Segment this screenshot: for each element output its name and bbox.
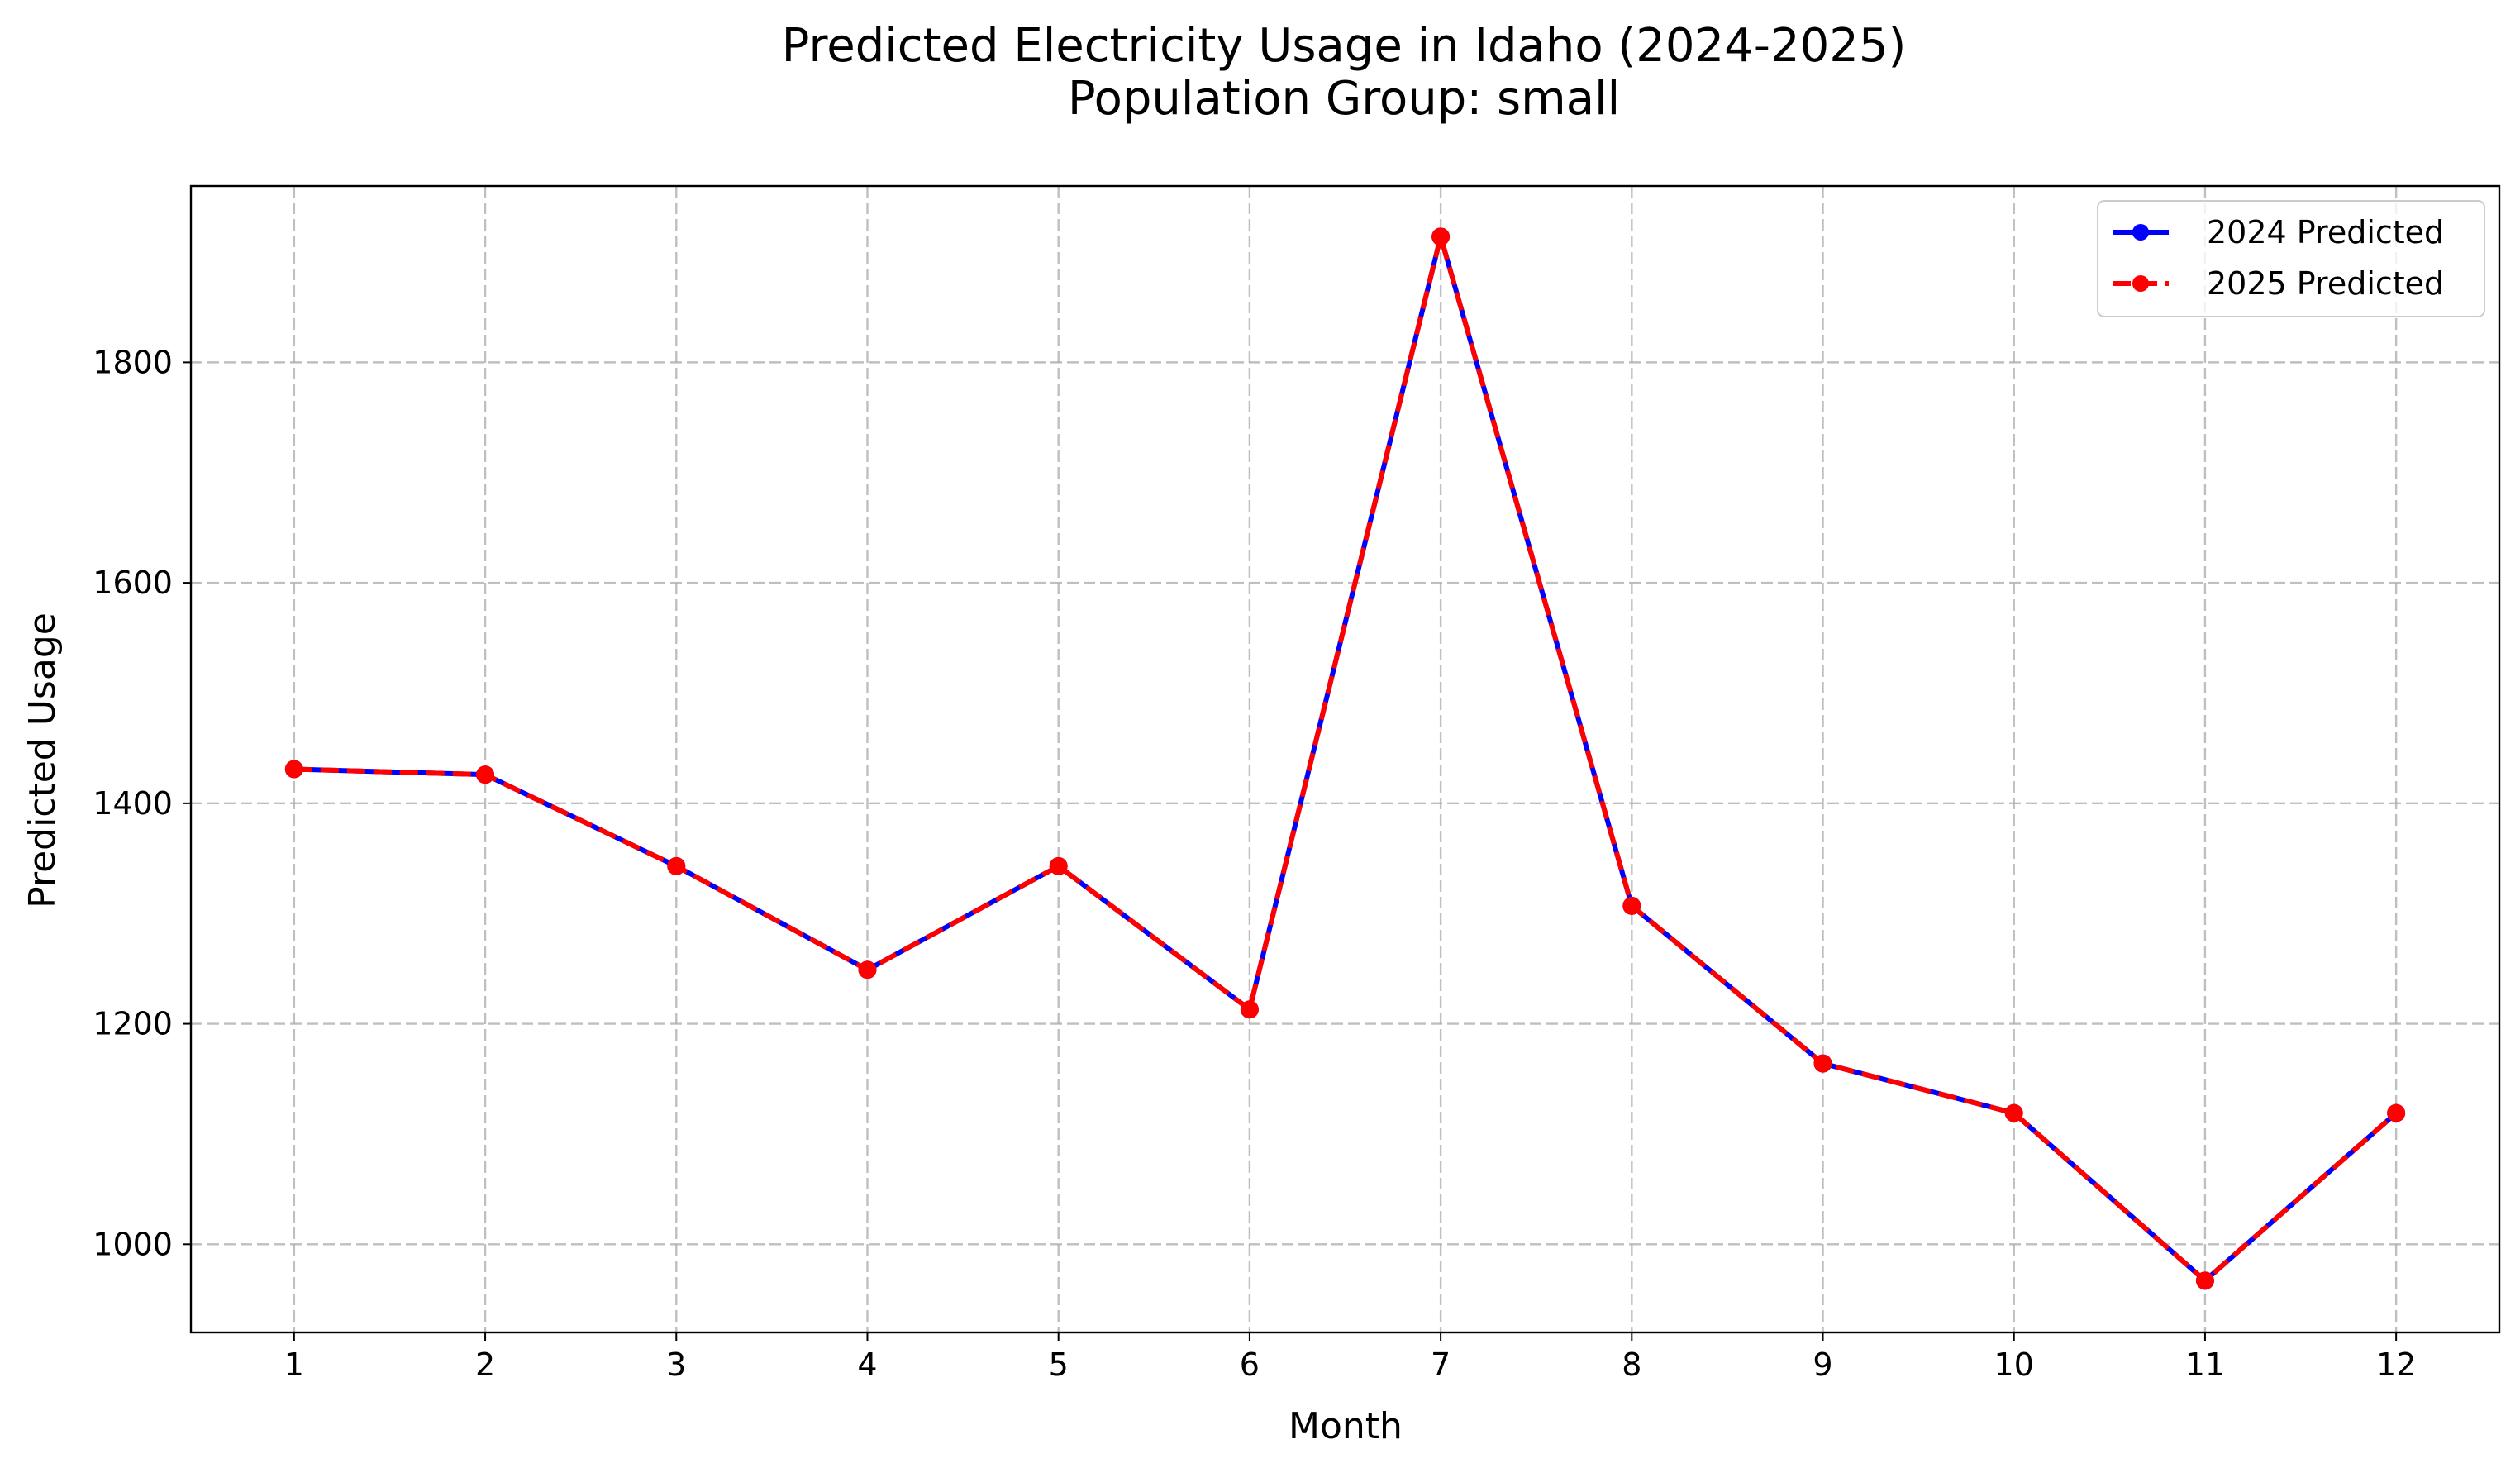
- plot-frame: [189, 184, 2501, 1334]
- chart-subtitle: Population Group: small: [1068, 72, 1620, 126]
- series-1-point: [1813, 1054, 1832, 1073]
- series-1-point: [1622, 896, 1641, 915]
- x-tick-label: 2: [475, 1346, 495, 1383]
- series-1-point: [2387, 1103, 2406, 1122]
- y-tick-label: 1600: [93, 565, 173, 601]
- series-1-point: [284, 760, 303, 779]
- legend: 2024 Predicted 2025 Predicted: [2097, 200, 2485, 317]
- y-axis-label: Predicted Usage: [21, 612, 64, 908]
- x-tick-label: 5: [1049, 1346, 1069, 1383]
- y-tick-label: 1000: [93, 1226, 173, 1262]
- x-tick-label: 10: [1994, 1346, 2034, 1383]
- x-tick-label: 12: [2376, 1346, 2416, 1383]
- series-line-1: [293, 234, 2399, 1284]
- series-1-point: [1240, 1000, 1259, 1019]
- x-tick-label: 7: [1431, 1346, 1451, 1383]
- series-1-point: [667, 856, 686, 875]
- x-tick-label: 3: [666, 1346, 686, 1383]
- legend-frame: [2097, 200, 2485, 317]
- x-tick-label: 1: [284, 1346, 304, 1383]
- series-1-point: [1049, 856, 1068, 875]
- y-tick-label: 1800: [93, 344, 173, 380]
- series-1-point: [2195, 1271, 2214, 1290]
- x-tick-label: 4: [857, 1346, 877, 1383]
- y-tick-label: 1400: [93, 785, 173, 822]
- x-tick-label: 6: [1240, 1346, 1260, 1383]
- legend-marker-2024: [2132, 224, 2149, 241]
- x-axis-label: Month: [1289, 1405, 1403, 1447]
- x-tick-label: 9: [1813, 1346, 1832, 1383]
- chart-title: Predicted Electricity Usage in Idaho (20…: [782, 19, 1907, 73]
- legend-label-2024: 2024 Predicted: [2207, 214, 2444, 250]
- series-1-point: [476, 765, 495, 784]
- plot-series: [284, 227, 2406, 1290]
- legend-label-2025: 2025 Predicted: [2207, 265, 2444, 302]
- series-1-point: [858, 960, 877, 979]
- series-1-point: [2004, 1103, 2023, 1122]
- x-tick-label: 8: [1622, 1346, 1641, 1383]
- x-tick-label: 11: [2185, 1346, 2225, 1383]
- series-1-point: [1431, 227, 1451, 246]
- grid: [191, 186, 2499, 1332]
- y-tick-label: 1200: [93, 1006, 173, 1042]
- legend-marker-2025: [2132, 275, 2149, 292]
